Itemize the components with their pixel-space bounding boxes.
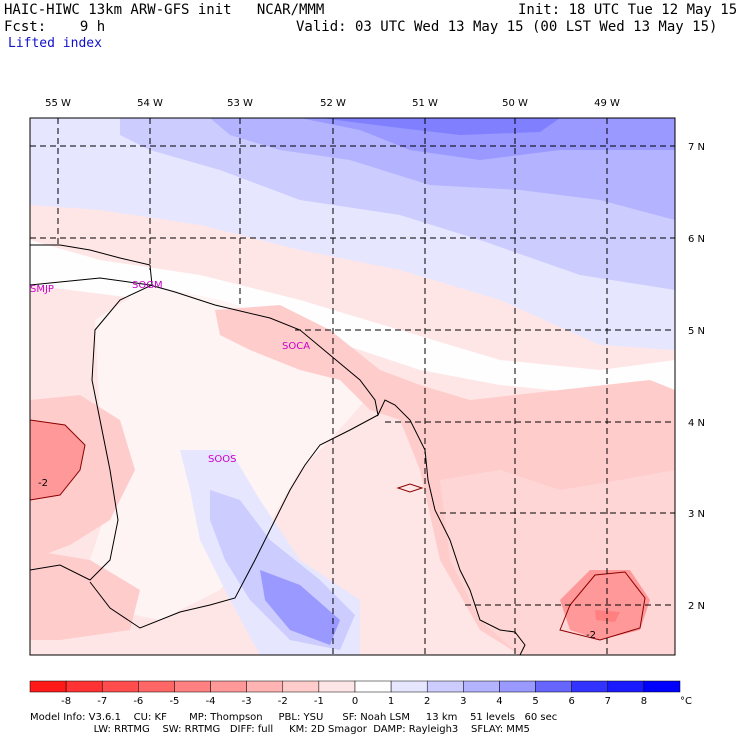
shaded-field: [30, 118, 675, 655]
colorbar-swatch: [138, 680, 175, 693]
colorbar-swatch: [282, 680, 320, 693]
lon-label: 54 W: [137, 98, 163, 109]
colorbar-swatch: [643, 680, 681, 693]
colorbar-swatch: [318, 680, 356, 693]
colorbar-tick-label: -4: [206, 696, 216, 707]
colorbar-swatch: [390, 680, 428, 693]
model-info-line2: LW: RRTMG SW: RRTMG DIFF: full KM: 2D Sm…: [30, 724, 530, 735]
colorbar-tick-label: 6: [568, 696, 574, 707]
lon-label: 51 W: [412, 98, 438, 109]
colorbar-swatch: [101, 680, 139, 693]
station-label-smjp: SMJP: [30, 284, 54, 295]
colorbar-swatch: [65, 680, 103, 693]
colorbar-swatch: [174, 680, 211, 693]
contour-labels: -2 -2: [38, 478, 596, 641]
colorbar-tick-label: 4: [496, 696, 502, 707]
lat-label: 4 N: [688, 418, 705, 429]
lat-label: 5 N: [688, 326, 705, 337]
colorbar-tick-label: 2: [424, 696, 430, 707]
lat-label: 3 N: [688, 509, 705, 520]
colorbar-swatch: [29, 680, 67, 693]
lat-lon-grid: [30, 118, 675, 655]
colorbar-tick-label: -1: [314, 696, 324, 707]
colorbar-swatch: [210, 680, 247, 693]
lon-label: 50 W: [502, 98, 528, 109]
colorbar-unit: °C: [680, 696, 692, 707]
colorbar-swatch: [463, 680, 500, 693]
lon-label: 55 W: [45, 98, 71, 109]
colorbar-swatch: [571, 680, 609, 693]
colorbar-tick-label: 8: [641, 696, 647, 707]
station-labels: SMJP SOGM SOCA SOOS: [30, 280, 310, 465]
colorbar-tick-label: -6: [133, 696, 143, 707]
station-label-soca: SOCA: [282, 341, 310, 352]
init-time: Init: 18 UTC Tue 12 May 15: [518, 2, 738, 18]
longitude-labels: 55 W 54 W 53 W 52 W 51 W 50 W 49 W: [45, 98, 620, 109]
colorbar-tick-label: 3: [460, 696, 466, 707]
forecast-hour: Fcst: 9 h: [4, 19, 106, 35]
map-frame: [29, 117, 676, 656]
lon-label: 52 W: [320, 98, 346, 109]
colorbar-swatch: [354, 680, 392, 693]
colorbar-ticks: -8 -7 -6 -5 -4 -3 -2 -1 0 1 2 3 4 5 6 7 8: [61, 696, 647, 707]
field-name: Lifted index: [8, 36, 102, 51]
colorbar-swatch: [607, 680, 645, 693]
model-info-line1: Model Info: V3.6.1 CU: KF MP: Thompson P…: [30, 712, 558, 723]
valid-time: Valid: 03 UTC Wed 13 May 15 (00 LST Wed …: [296, 19, 718, 35]
colorbar-swatch: [246, 680, 284, 693]
colorbar-tick-label: 0: [352, 696, 358, 707]
colorbar-swatch: [499, 680, 536, 693]
colorbar-swatch: [535, 680, 572, 693]
model-title: HAIC-HIWC 13km ARW-GFS init NCAR/MMM: [4, 2, 325, 18]
colorbar-tick-label: 5: [532, 696, 538, 707]
lon-label: 53 W: [227, 98, 253, 109]
lon-label: 49 W: [594, 98, 620, 109]
lat-label: 7 N: [688, 142, 705, 153]
colorbar: [29, 680, 681, 693]
latitude-labels: 7 N 6 N 5 N 4 N 3 N 2 N: [688, 142, 705, 612]
contour-label: -2: [586, 630, 596, 641]
colorbar-tick-label: 7: [605, 696, 611, 707]
contour-label: -2: [38, 478, 48, 489]
colorbar-swatch: [426, 680, 464, 693]
colorbar-tick-label: -7: [97, 696, 107, 707]
colorbar-tick-label: 1: [388, 696, 394, 707]
colorbar-tick-label: -8: [61, 696, 71, 707]
colorbar-tick-label: -3: [242, 696, 252, 707]
colorbar-tick-label: -2: [278, 696, 288, 707]
lat-label: 2 N: [688, 601, 705, 612]
lat-label: 6 N: [688, 234, 705, 245]
station-label-sogm: SOGM: [132, 280, 163, 291]
coastline: [29, 244, 526, 656]
station-label-soos: SOOS: [208, 454, 236, 465]
colorbar-tick-label: -5: [169, 696, 179, 707]
